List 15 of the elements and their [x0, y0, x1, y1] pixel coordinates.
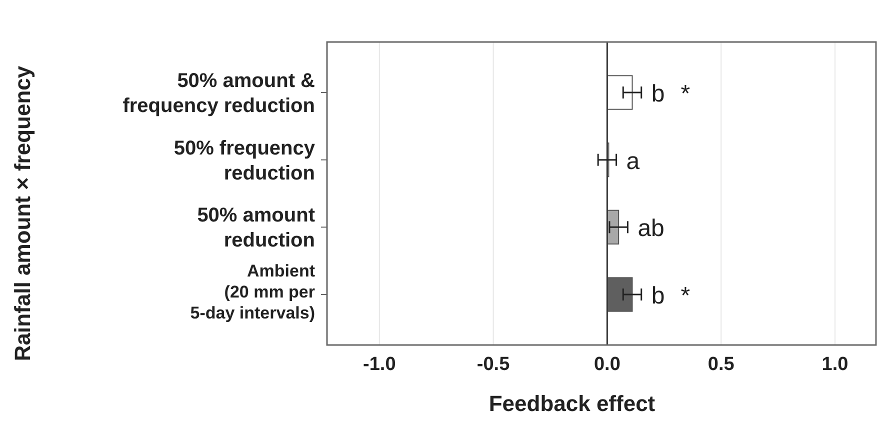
x-tick-label: 1.0 [822, 354, 848, 375]
y-tick-label: 50% amount & frequency reduction [122, 70, 315, 117]
y-tick-label: 50% amount reduction [197, 204, 316, 252]
x-tick-label: 0.5 [708, 354, 735, 375]
y-tick-label: 50% frequency reduction [174, 137, 316, 184]
annotation: ab [638, 215, 664, 242]
y-tick-label: Ambient (20 mm per 5-day intervals) [190, 262, 316, 322]
x-axis-title: Feedback effect [488, 391, 656, 416]
annotation: b * [651, 80, 690, 108]
x-tick-label: 0.0 [594, 354, 620, 375]
annotation: b * [651, 282, 690, 310]
y-axis-title: Rainfall amount × frequency [10, 65, 35, 362]
x-tick-label: -1.0 [363, 354, 396, 375]
x-tick-label: -0.5 [476, 354, 510, 375]
annotation: a [626, 148, 640, 175]
